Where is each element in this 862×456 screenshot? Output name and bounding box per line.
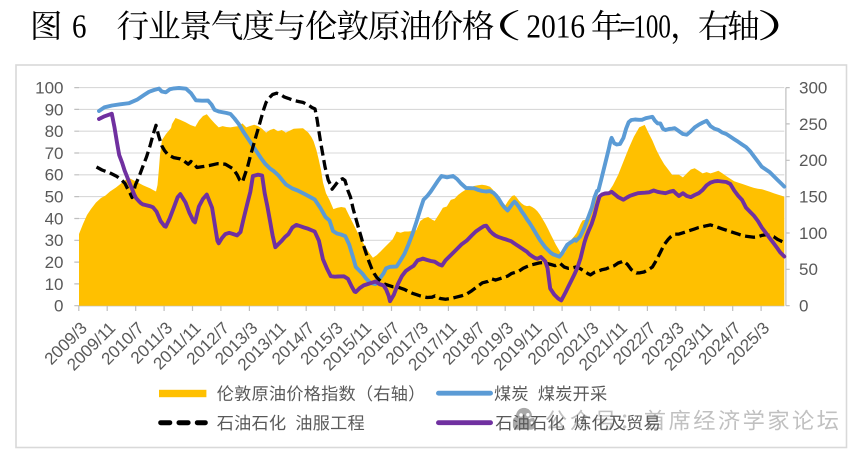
svg-text:20: 20 <box>45 253 64 272</box>
svg-text:70: 70 <box>45 144 64 163</box>
svg-text:250: 250 <box>799 115 827 134</box>
svg-text:100: 100 <box>35 79 63 98</box>
svg-text:0: 0 <box>799 297 808 316</box>
svg-text:0: 0 <box>54 297 63 316</box>
svg-text:100: 100 <box>633 9 671 46</box>
svg-text:200: 200 <box>799 151 827 170</box>
svg-text:60: 60 <box>45 166 64 185</box>
svg-text:90: 90 <box>45 100 64 119</box>
svg-text:50: 50 <box>799 260 818 279</box>
svg-text:80: 80 <box>45 122 64 141</box>
svg-text:150: 150 <box>799 188 827 207</box>
svg-text:100: 100 <box>799 224 827 243</box>
svg-text:2016: 2016 <box>526 9 585 46</box>
svg-text:6: 6 <box>72 9 87 46</box>
svg-text:=: = <box>619 9 636 46</box>
svg-text:40: 40 <box>45 209 64 228</box>
svg-text:10: 10 <box>45 275 64 294</box>
svg-text:50: 50 <box>45 188 64 207</box>
svg-text:300: 300 <box>799 79 827 98</box>
svg-text:30: 30 <box>45 231 64 250</box>
